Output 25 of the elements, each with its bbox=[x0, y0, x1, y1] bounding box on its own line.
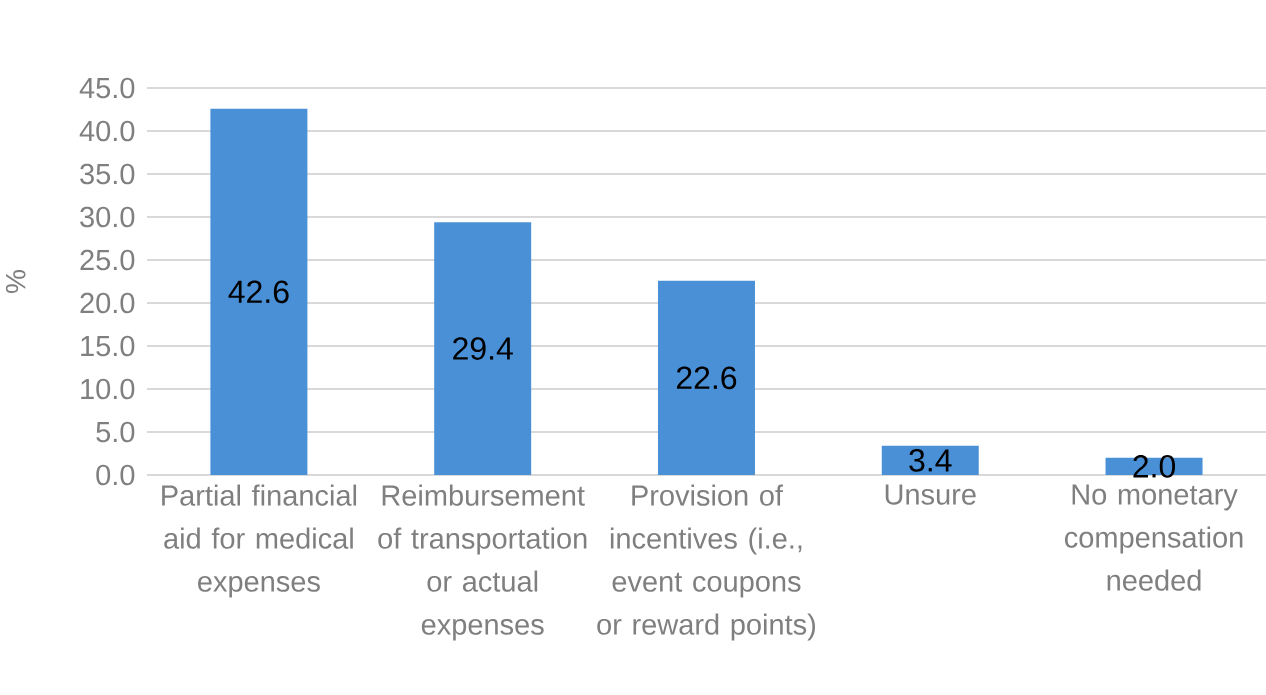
data-label: 2.0 bbox=[1133, 455, 1176, 478]
bar bbox=[881, 445, 979, 475]
x-tick-label: Provision of incentives (i.e., event coupons or reward points) bbox=[597, 484, 816, 641]
bar bbox=[210, 108, 308, 475]
bar bbox=[434, 222, 532, 475]
y-tick-label: 5.0 bbox=[96, 421, 135, 443]
y-tick-label: 15.0 bbox=[81, 335, 135, 357]
x-tick-label: Unsure bbox=[885, 484, 976, 505]
data-label: 3.4 bbox=[909, 449, 952, 472]
y-tick-label: 35.0 bbox=[80, 163, 135, 185]
y-axis-title: % bbox=[5, 270, 26, 293]
y-tick-label: 25.0 bbox=[80, 249, 135, 271]
x-tick-label: Partial financial aid for medical expenses bbox=[162, 484, 357, 598]
y-tick-label: 30.0 bbox=[80, 206, 135, 228]
data-label: 29.4 bbox=[453, 337, 513, 360]
y-tick-label: 0.0 bbox=[96, 464, 135, 486]
data-label: 42.6 bbox=[228, 280, 289, 304]
y-tick-label: 40.0 bbox=[79, 120, 135, 142]
y-tick-label: 45.0 bbox=[79, 77, 135, 99]
y-tick-label: 20.0 bbox=[80, 292, 135, 314]
x-tick-label: Reimbursement of transportation or actual expenses bbox=[378, 484, 587, 641]
y-tick-label: 10.0 bbox=[81, 378, 135, 400]
bar bbox=[657, 280, 755, 475]
data-label: 22.6 bbox=[676, 366, 737, 390]
x-tick-label: No monetary compensation needed bbox=[1065, 484, 1243, 591]
